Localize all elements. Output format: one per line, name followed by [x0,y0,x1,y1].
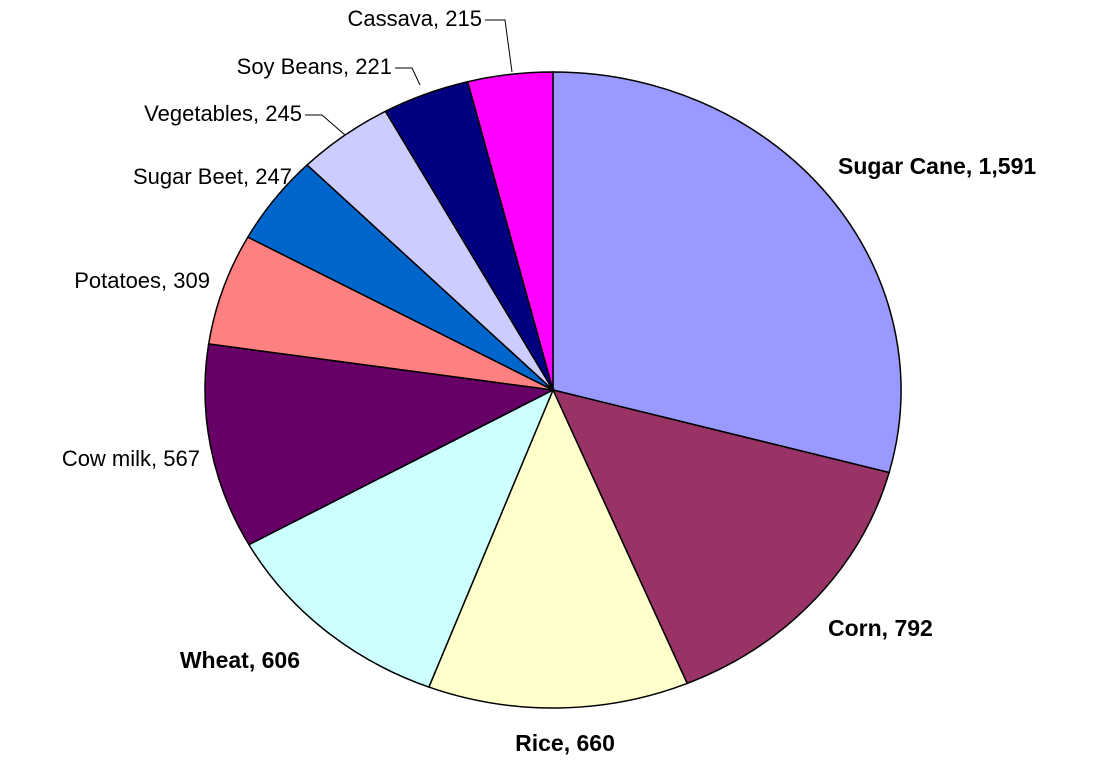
data-label: Vegetables, 245 [144,101,302,126]
pie-slice [427,388,689,709]
pie-slice [466,71,554,391]
label-value: 245 [265,101,302,126]
label-value: 309 [173,268,210,293]
label-category: Vegetables [144,101,253,126]
label-category: Sugar Beet [133,164,243,189]
label-value: 660 [577,730,615,756]
data-label: Potatoes, 309 [74,268,210,293]
label-category: Corn [828,615,882,641]
label-category: Potatoes [74,268,161,293]
label-category: Soy Beans [237,54,343,79]
pie-slice [204,343,556,546]
data-label: Wheat, 606 [180,647,300,673]
data-label: Rice, 660 [515,730,615,756]
data-label: Cow milk, 567 [62,446,200,471]
data-label: Corn, 792 [828,615,933,641]
leader-line [395,67,421,86]
data-label: Sugar Beet, 247 [133,164,292,189]
label-value: 567 [163,446,200,471]
leader-line [485,19,513,73]
pie-slice [552,71,902,474]
label-value: 247 [255,164,292,189]
label-value: 221 [355,54,392,79]
pie-slice [551,388,891,685]
label-value: 792 [894,615,932,641]
label-value: 1,591 [979,153,1037,179]
label-category: Cassava [347,6,433,31]
label-category: Rice [515,730,564,756]
leader-line [305,114,346,136]
label-value: 215 [445,6,482,31]
data-label: Cassava, 215 [347,6,482,31]
label-category: Sugar Cane [838,153,966,179]
label-category: Cow milk [62,446,152,471]
label-category: Wheat [180,647,249,673]
data-label: Soy Beans, 221 [237,54,392,79]
data-label: Sugar Cane, 1,591 [838,153,1036,179]
pie-slice [247,388,555,689]
label-value: 606 [262,647,300,673]
